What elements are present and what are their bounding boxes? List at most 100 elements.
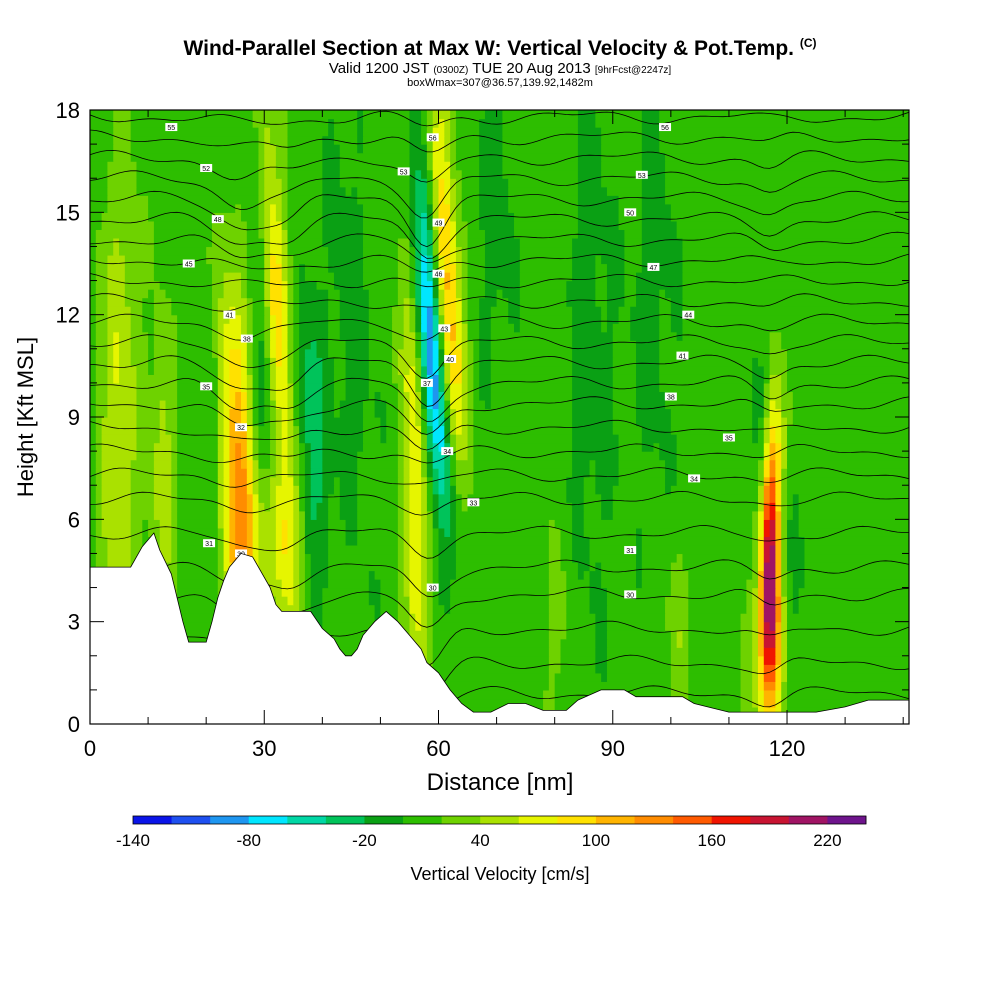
velocity-cell — [270, 340, 277, 350]
velocity-cell — [275, 536, 283, 546]
velocity-cell — [444, 127, 451, 137]
velocity-cell — [322, 425, 364, 435]
contour-label-box — [688, 474, 701, 483]
velocity-cell — [403, 425, 411, 435]
velocity-cell — [426, 655, 434, 665]
velocity-cell — [688, 655, 742, 665]
velocity-cell — [560, 544, 573, 555]
velocity-cell — [153, 510, 172, 520]
velocity-cell — [177, 340, 213, 350]
velocity-cell — [322, 382, 335, 393]
velocity-cell — [432, 621, 550, 631]
velocity-cell — [217, 417, 225, 427]
velocity-cell — [299, 408, 306, 418]
velocity-cell — [299, 604, 306, 614]
velocity-cell — [438, 527, 445, 537]
velocity-cell — [153, 323, 178, 333]
velocity-cell — [606, 314, 620, 324]
velocity-cell — [130, 323, 143, 333]
x-tick-label: 60 — [426, 736, 450, 761]
velocity-cell — [601, 510, 614, 520]
velocity-cell — [293, 502, 300, 512]
velocity-cell — [252, 417, 260, 427]
velocity-cell — [659, 451, 678, 461]
velocity-cell — [763, 647, 777, 657]
velocity-cell — [252, 502, 260, 512]
velocity-cell — [380, 604, 399, 614]
velocity-cell — [438, 596, 451, 606]
velocity-cell — [241, 348, 248, 358]
velocity-cell — [299, 596, 306, 606]
velocity-cell — [775, 630, 782, 640]
velocity-cell — [304, 272, 335, 282]
velocity-cell — [415, 357, 422, 367]
velocity-cell — [426, 357, 434, 367]
velocity-cell — [357, 536, 399, 546]
contour-label-box — [659, 123, 672, 132]
velocity-cell — [432, 382, 440, 393]
velocity-cell — [95, 476, 103, 486]
velocity-cell — [432, 681, 550, 691]
velocity-cell — [287, 434, 294, 444]
velocity-cell — [275, 374, 289, 384]
velocity-cell — [380, 434, 387, 444]
velocity-cell — [415, 306, 422, 316]
velocity-cell — [421, 519, 428, 529]
velocity-cell — [90, 118, 114, 128]
velocity-cell — [606, 186, 643, 196]
velocity-cell — [229, 536, 236, 546]
velocity-cell — [275, 510, 294, 520]
velocity-cell — [757, 638, 765, 648]
velocity-cell — [159, 536, 172, 546]
velocity-cell — [124, 289, 149, 299]
velocity-cell — [281, 297, 289, 307]
velocity-cell — [455, 502, 463, 512]
velocity-cell — [95, 417, 103, 427]
velocity-cell — [438, 186, 445, 196]
velocity-cell — [484, 229, 515, 239]
velocity-cell — [153, 297, 172, 307]
velocity-cell — [775, 579, 782, 589]
velocity-cell — [264, 272, 271, 282]
velocity-cell — [804, 570, 909, 580]
velocity-cell — [246, 493, 254, 503]
velocity-cell — [229, 527, 236, 537]
velocity-cell — [113, 331, 120, 341]
velocity-cell — [484, 272, 521, 282]
velocity-cell — [595, 655, 608, 665]
velocity-cell — [217, 425, 225, 435]
velocity-cell — [641, 161, 666, 171]
contour-label-box — [203, 539, 216, 548]
velocity-cell — [665, 459, 678, 469]
velocity-cell — [595, 664, 608, 674]
velocity-cell — [752, 672, 759, 682]
velocity-cell — [636, 348, 660, 358]
velocity-cell — [461, 280, 469, 290]
velocity-cell — [641, 195, 666, 205]
velocity-cell — [322, 212, 364, 222]
velocity-cell — [287, 195, 323, 205]
velocity-cell — [432, 613, 550, 623]
velocity-cell — [101, 502, 132, 512]
velocity-cell — [171, 476, 178, 486]
velocity-cell — [275, 570, 294, 580]
velocity-cell — [641, 135, 660, 145]
velocity-cell — [316, 280, 335, 290]
velocity-cell — [432, 527, 440, 537]
velocity-cell — [682, 638, 689, 648]
velocity-cell — [670, 570, 689, 580]
velocity-cell — [450, 374, 463, 384]
velocity-cell — [438, 536, 457, 546]
velocity-cell — [217, 519, 225, 529]
velocity-cell — [403, 485, 411, 495]
velocity-cell — [270, 493, 277, 503]
velocity-cell — [223, 425, 231, 435]
velocity-cell — [514, 220, 579, 230]
velocity-cell — [659, 289, 666, 299]
velocity-cell — [409, 169, 416, 179]
velocity-cell — [787, 510, 794, 520]
velocity-cell — [90, 357, 97, 367]
colorbar-swatch — [171, 816, 211, 824]
velocity-cell — [606, 289, 625, 299]
velocity-cell — [397, 434, 405, 444]
